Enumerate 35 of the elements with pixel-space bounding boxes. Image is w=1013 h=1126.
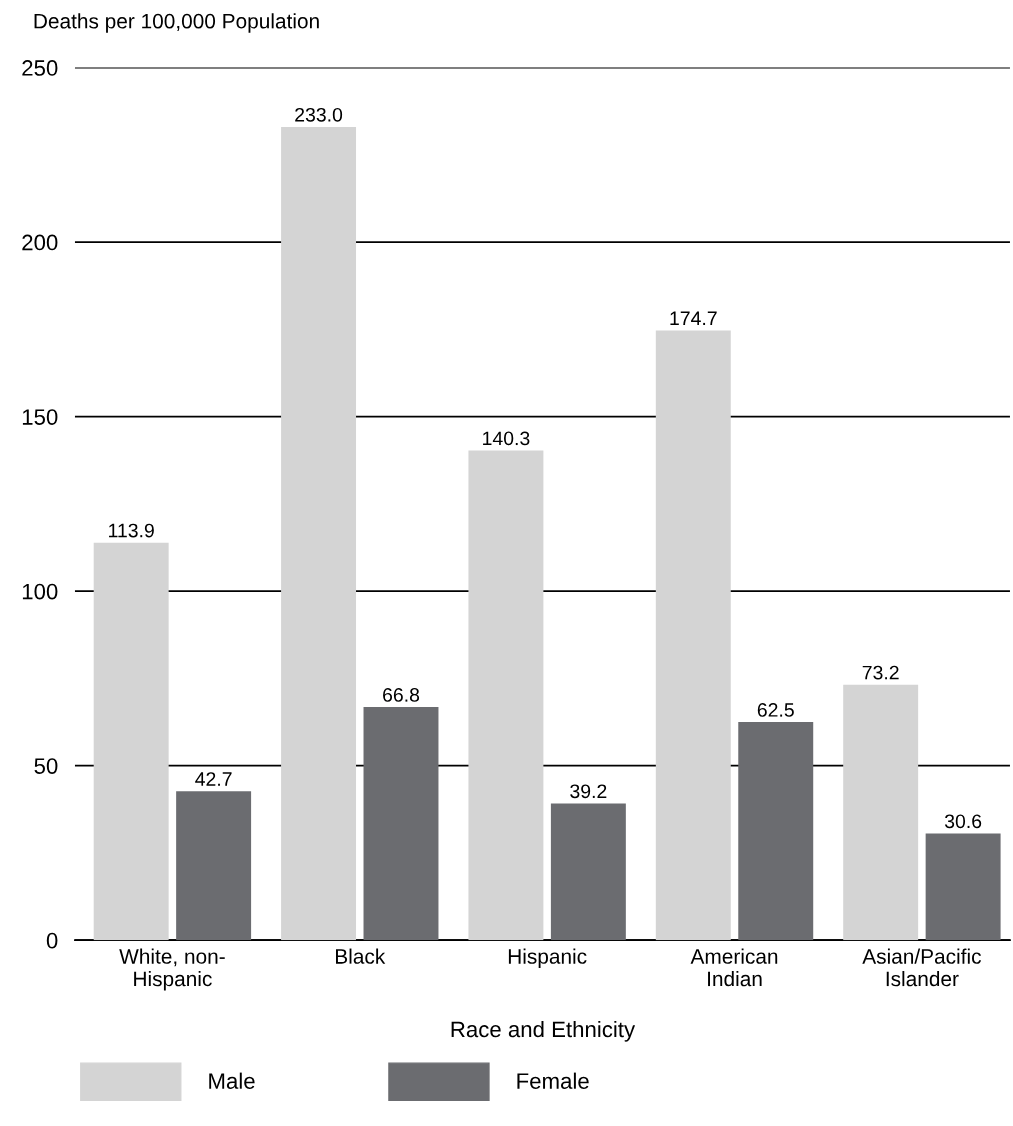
- x-tick-label: White, non- Hispanic: [119, 948, 225, 991]
- bar: [843, 684, 919, 941]
- data-label: 174.7: [670, 311, 717, 325]
- data-label: 66.8: [383, 688, 420, 702]
- bar: [468, 450, 544, 941]
- x-axis-title: Race and Ethnicity: [451, 1020, 636, 1042]
- bar: [363, 707, 439, 941]
- data-label: 39.2: [570, 784, 607, 799]
- y-tick-label: 50: [34, 758, 58, 774]
- data-label: 233.0: [295, 107, 343, 122]
- x-tick-label: Black: [336, 948, 386, 964]
- y-tick-label: 150: [22, 409, 58, 425]
- x-tick-label: American Indian: [690, 948, 778, 987]
- bar: [176, 791, 252, 941]
- y-tick-label: 0: [46, 932, 58, 949]
- bar: [93, 542, 169, 941]
- y-axis-title: Deaths per 100,000 Population: [34, 13, 319, 33]
- x-tick-label: Hispanic: [508, 948, 587, 968]
- y-tick-label: 250: [22, 60, 58, 76]
- x-tick-label: Asian/Pacific Islander: [862, 948, 981, 987]
- bar: [738, 722, 814, 941]
- data-label: 73.2: [862, 665, 899, 680]
- data-label: 140.3: [483, 431, 530, 446]
- bar: [655, 330, 731, 941]
- data-label: 42.7: [195, 772, 232, 786]
- y-tick-label: 200: [22, 234, 58, 251]
- data-label: 30.6: [944, 814, 982, 829]
- data-label: 62.5: [757, 703, 794, 717]
- data-label: 113.9: [109, 523, 154, 538]
- y-tick-label: 100: [22, 583, 58, 600]
- bar: [925, 833, 1001, 941]
- legend-label: Female: [517, 1072, 589, 1089]
- bar: [281, 126, 357, 941]
- bar: [550, 803, 626, 941]
- legend-label: Male: [209, 1072, 255, 1089]
